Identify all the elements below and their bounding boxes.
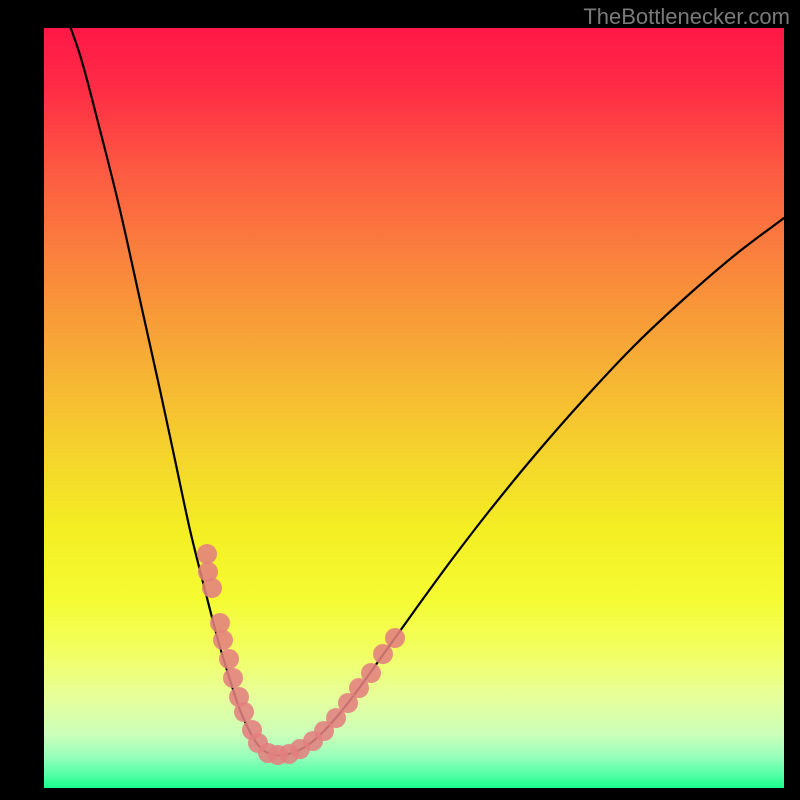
overlay-dot — [361, 663, 381, 683]
overlay-dot — [197, 544, 217, 564]
plot-area — [44, 28, 784, 788]
overlay-dot — [223, 668, 243, 688]
watermark-text: TheBottlenecker.com — [583, 4, 790, 30]
overlay-dot — [210, 613, 230, 633]
overlay-dot — [219, 649, 239, 669]
overlay-dot — [234, 702, 254, 722]
overlay-dot — [213, 630, 233, 650]
chart-svg — [44, 28, 784, 788]
v-curve-path — [60, 0, 784, 755]
overlay-dot — [373, 644, 393, 664]
overlay-dot — [202, 578, 222, 598]
dots-group — [197, 544, 405, 765]
overlay-dot — [385, 628, 405, 648]
